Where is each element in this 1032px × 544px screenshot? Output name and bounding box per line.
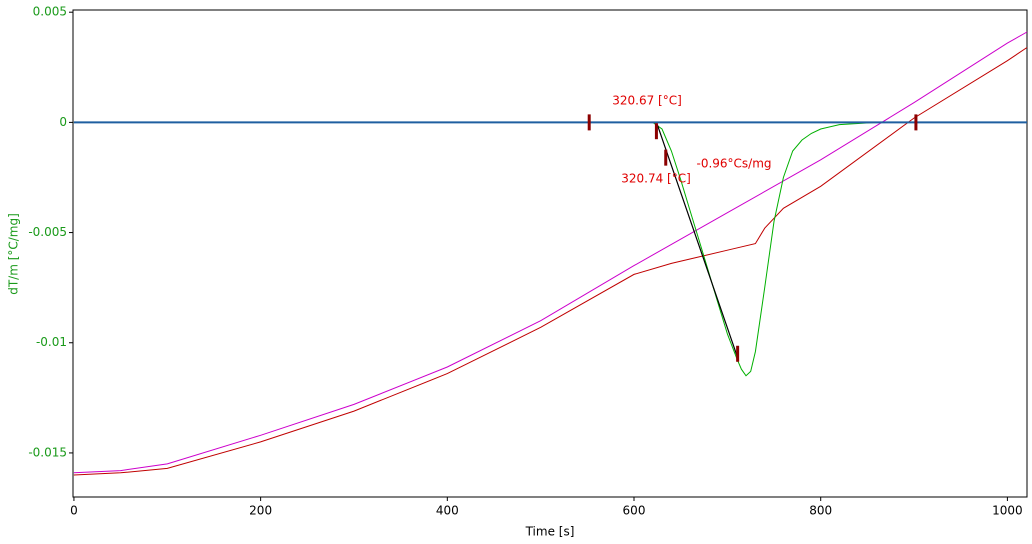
- annotation: 320.74 [°C]: [621, 172, 691, 186]
- tangent-line: [656, 124, 740, 361]
- x-tick-label: 800: [809, 504, 832, 518]
- y-axis-label: dT/m [°C/mg]: [7, 213, 21, 295]
- x-axis-label: Time [s]: [525, 525, 575, 539]
- x-tick-label: 200: [249, 504, 272, 518]
- annotation: 320.67 [°C]: [612, 94, 682, 108]
- x-tick-label: 400: [436, 504, 459, 518]
- y-tick-label: 0: [59, 115, 67, 129]
- y-tick-label: -0.01: [36, 335, 67, 349]
- series-line: [73, 121, 1027, 377]
- y-tick-label: -0.015: [28, 445, 67, 459]
- plot-frame: [72, 9, 1028, 498]
- x-tick-label: 600: [623, 504, 646, 518]
- y-tick-label: 0.005: [33, 5, 67, 19]
- y-tick-label: -0.005: [28, 225, 67, 239]
- annotation: -0.96°Cs/mg: [696, 157, 771, 171]
- series-line: [73, 47, 1028, 476]
- series-line: [73, 31, 1028, 474]
- x-tick-label: 0: [70, 504, 78, 518]
- x-tick-label: 1000: [992, 504, 1023, 518]
